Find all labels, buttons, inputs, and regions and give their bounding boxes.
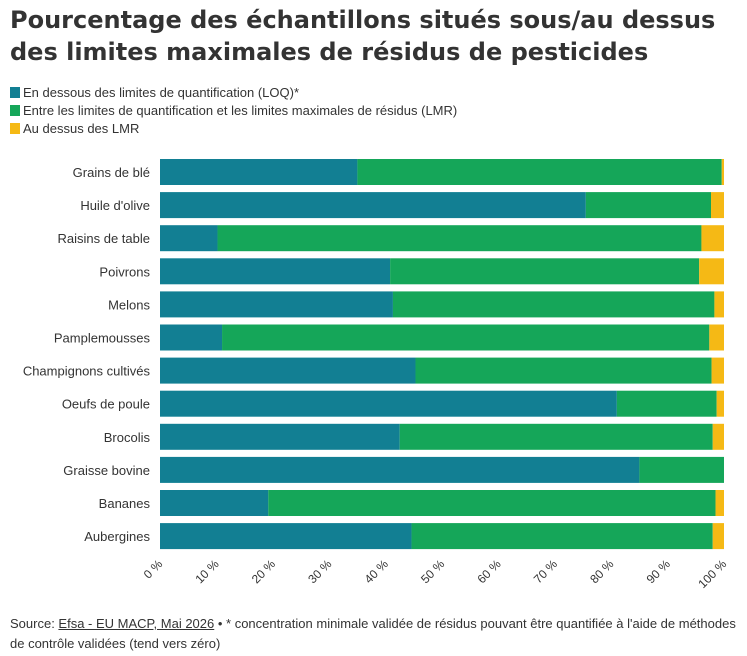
- x-tick-label-20: 20 %: [249, 557, 278, 586]
- legend-swatch-above: [10, 122, 20, 134]
- bar-aubergines-between: [411, 523, 713, 550]
- bar-melons-loq: [160, 291, 393, 318]
- bar-pamplemousses-between: [222, 324, 710, 351]
- legend-item-between: Entre les limites de quantification et l…: [10, 101, 457, 119]
- category-label-pamplemousses: Pamplemousses: [54, 331, 151, 346]
- bar-graisse-bovine-between: [639, 456, 724, 483]
- x-tick-label-50: 50 %: [418, 557, 447, 586]
- bar-oeufs-de-poule-loq: [160, 390, 617, 417]
- source-link[interactable]: Efsa - EU MACP, Mai 2026: [58, 616, 215, 631]
- category-label-bananes: Bananes: [99, 496, 151, 511]
- category-label-champignons-cultives: Champignons cultivés: [23, 364, 151, 379]
- legend-item-above: Au dessus des LMR: [10, 119, 457, 137]
- category-label-poivrons: Poivrons: [99, 264, 150, 279]
- bar-poivrons-between: [390, 258, 700, 285]
- legend-swatch-between: [10, 104, 20, 116]
- footer-note: Source: Efsa - EU MACP, Mai 2026 • * con…: [10, 614, 740, 654]
- bar-raisins-de-table-between: [217, 225, 702, 252]
- bar-poivrons-above: [699, 258, 724, 285]
- category-label-grains-de-ble: Grains de blé: [73, 165, 150, 180]
- bar-poivrons-loq: [160, 258, 391, 285]
- bar-brocolis-loq: [160, 423, 400, 450]
- bar-bananes-loq: [160, 490, 269, 516]
- legend: En dessous des limites de quantification…: [10, 83, 457, 137]
- chart-title: Pourcentage des échantillons situés sous…: [10, 6, 716, 66]
- bar-bananes-above: [715, 490, 724, 516]
- x-tick-label-60: 60 %: [474, 557, 503, 586]
- x-tick-label-90: 90 %: [644, 557, 673, 586]
- bar-oeufs-de-poule-above: [716, 390, 724, 417]
- category-label-huile-d-olive: Huile d'olive: [80, 198, 150, 213]
- bar-brocolis-between: [399, 423, 713, 450]
- x-tick-label-30: 30 %: [305, 557, 334, 586]
- footer-text: • * concentration minimale validée de ré…: [10, 616, 736, 651]
- bar-aubergines-above: [712, 523, 724, 550]
- bar-oeufs-de-poule-between: [616, 390, 717, 417]
- bar-brocolis-above: [712, 423, 724, 450]
- x-tick-label-0: 0 %: [141, 557, 166, 582]
- category-label-raisins-de-table: Raisins de table: [58, 231, 151, 246]
- bar-bananes-between: [268, 490, 716, 516]
- bar-huile-d-olive-between: [585, 192, 712, 219]
- x-tick-label-100: 100 %: [695, 557, 729, 591]
- bar-pamplemousses-above: [709, 324, 724, 351]
- bar-graisse-bovine-loq: [160, 456, 640, 483]
- bar-huile-d-olive-loq: [160, 192, 586, 219]
- category-label-brocolis: Brocolis: [104, 430, 151, 445]
- category-label-graisse-bovine: Graisse bovine: [63, 463, 150, 478]
- x-tick-label-80: 80 %: [587, 557, 616, 586]
- legend-label-above: Au dessus des LMR: [23, 120, 140, 136]
- bar-melons-between: [392, 291, 715, 318]
- category-label-aubergines: Aubergines: [84, 529, 150, 544]
- legend-swatch-loq: [10, 86, 20, 98]
- bar-champignons-cultives-loq: [160, 357, 416, 384]
- bar-melons-above: [714, 291, 724, 318]
- legend-item-loq: En dessous des limites de quantification…: [10, 83, 457, 101]
- bar-pamplemousses-loq: [160, 324, 223, 351]
- bar-champignons-cultives-between: [415, 357, 712, 384]
- bar-raisins-de-table-above: [701, 225, 724, 252]
- bar-grains-de-ble-loq: [160, 159, 358, 185]
- footer-prefix: Source:: [10, 616, 59, 631]
- x-tick-label-70: 70 %: [531, 557, 560, 586]
- x-tick-label-10: 10 %: [192, 557, 221, 586]
- x-tick-label-40: 40 %: [362, 557, 391, 586]
- bar-raisins-de-table-loq: [160, 225, 218, 252]
- legend-label-loq: En dessous des limites de quantification…: [23, 84, 300, 100]
- bar-huile-d-olive-above: [711, 192, 724, 219]
- bar-grains-de-ble-between: [357, 159, 722, 185]
- bar-aubergines-loq: [160, 523, 412, 550]
- legend-label-between: Entre les limites de quantification et l…: [23, 102, 458, 118]
- category-label-melons: Melons: [108, 297, 150, 312]
- stacked-bar-chart: Grains de blé Huile d'olive Raisins de tab…: [23, 159, 730, 591]
- bar-grains-de-ble-above: [721, 159, 724, 185]
- category-label-oeufs-de-poule: Oeufs de poule: [62, 397, 150, 412]
- bar-champignons-cultives-above: [711, 357, 724, 384]
